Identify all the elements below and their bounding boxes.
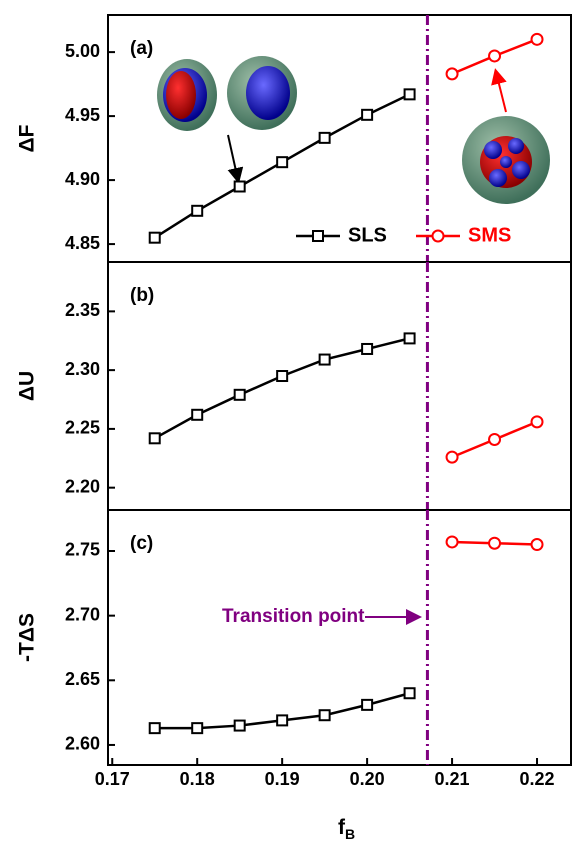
y-axis-label: ΔU: [16, 371, 39, 401]
panel-label: (a): [130, 38, 153, 59]
y-tick-label: 2.65: [65, 669, 100, 689]
point: [148, 432, 161, 445]
y-tick-label: 2.70: [65, 604, 100, 624]
y-tick-label: 2.30: [65, 359, 100, 379]
y-tick-label: 4.85: [65, 233, 100, 253]
point: [148, 231, 161, 244]
legend-label: SLS: [348, 224, 387, 246]
x-tick-label: 0.21: [435, 769, 470, 789]
point: [445, 535, 459, 549]
point: [191, 408, 204, 421]
y-axis-label: ΔF: [16, 124, 39, 152]
point: [318, 709, 331, 722]
legend-marker: [312, 230, 324, 242]
x-tick-label: 0.18: [180, 769, 215, 789]
y-axis-label: -TΔS: [16, 613, 39, 662]
y-tick-label: 4.90: [65, 169, 100, 189]
point: [318, 353, 331, 366]
inset-images: [157, 56, 550, 204]
point: [191, 722, 204, 735]
point: [276, 156, 289, 169]
point: [233, 180, 246, 193]
point: [318, 131, 331, 144]
x-tick-label: 0.22: [519, 769, 554, 789]
x-tick-label: 0.19: [265, 769, 300, 789]
point: [233, 719, 246, 732]
point: [488, 536, 502, 550]
panel-label: (b): [130, 285, 154, 306]
x-label-main: f: [338, 816, 346, 839]
plot-frame: [107, 509, 572, 766]
point: [530, 415, 544, 429]
plot-frame: [107, 261, 572, 511]
point: [488, 49, 502, 63]
point: [276, 714, 289, 727]
point: [403, 687, 416, 700]
panel-label: (c): [130, 533, 153, 554]
point: [488, 432, 502, 446]
point: [276, 370, 289, 383]
x-tick-label: 0.20: [350, 769, 385, 789]
point: [148, 722, 161, 735]
x-axis-label: fB: [338, 816, 355, 842]
y-tick-label: 2.25: [65, 418, 100, 438]
point: [445, 67, 459, 81]
point: [361, 698, 374, 711]
point: [191, 204, 204, 217]
point: [233, 388, 246, 401]
legend-label: SMS: [468, 224, 511, 246]
y-tick-label: 2.75: [65, 540, 100, 560]
y-tick-label: 2.35: [65, 300, 100, 320]
x-tick-label: 0.17: [95, 769, 130, 789]
y-tick-label: 5.00: [65, 41, 100, 61]
annotation: Transition point: [222, 606, 365, 627]
point: [403, 88, 416, 101]
point: [361, 342, 374, 355]
point: [530, 32, 544, 46]
point: [530, 538, 544, 552]
y-tick-label: 2.20: [65, 476, 100, 496]
x-label-subscript: B: [345, 826, 355, 842]
legend-marker: [431, 229, 445, 243]
point: [361, 108, 374, 121]
point: [403, 332, 416, 345]
point: [445, 450, 459, 464]
y-tick-label: 4.95: [65, 105, 100, 125]
y-tick-label: 2.60: [65, 734, 100, 754]
